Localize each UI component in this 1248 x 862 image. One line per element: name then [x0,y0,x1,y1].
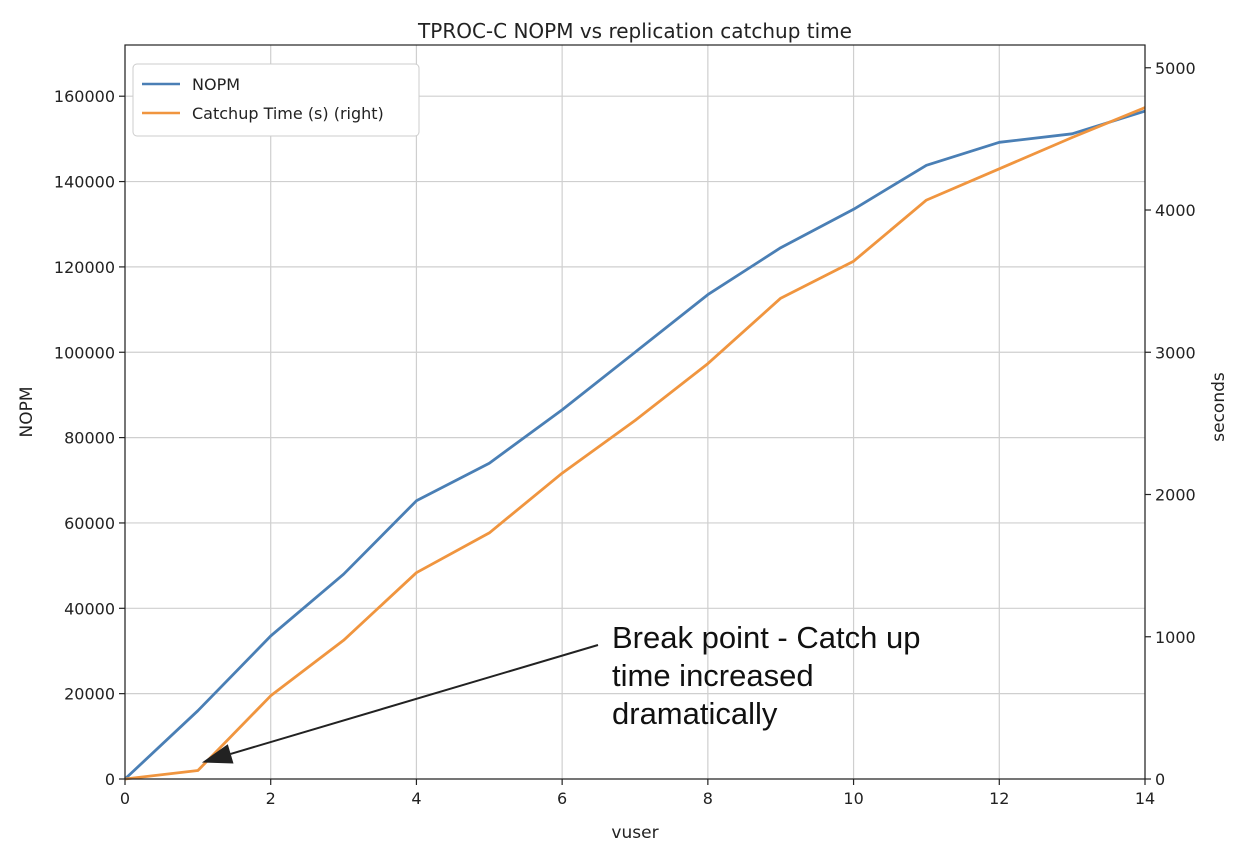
x-axis-label: vuser [611,823,658,843]
legend-box [132,63,420,137]
y2-tick-label: 0 [1155,770,1165,789]
x-tick-label: 10 [843,789,863,808]
x-axis: 0 2 4 6 8 10 12 14 [120,779,1155,808]
y2-tick-label: 3000 [1155,343,1196,362]
y2-axis-label: seconds [1209,372,1229,442]
x-tick-label: 6 [557,789,567,808]
x-tick-label: 14 [1135,789,1155,808]
y2-tick-label: 4000 [1155,201,1196,220]
legend-label-nopm: NOPM [192,75,240,94]
y-tick-label: 120000 [54,258,115,277]
y-axis-left: 0 20000 40000 60000 80000 100000 120000 140000 1… [54,87,125,789]
y-tick-label: 140000 [54,173,115,192]
y-tick-label: 100000 [54,343,115,362]
legend: NOPM Catchup Time (s) (right) [132,63,420,137]
y2-tick-label: 1000 [1155,628,1196,647]
annotation-arrow-head [201,744,234,764]
annotation-text-line: Break point - Catch up [612,620,920,655]
plot-frame [124,44,1146,780]
y-tick-label: 0 [105,770,115,789]
legend-label-catchup: Catchup Time (s) (right) [192,104,384,123]
y-tick-label: 20000 [64,685,115,704]
x-tick-label: 12 [989,789,1009,808]
x-tick-label: 0 [120,789,130,808]
y-tick-label: 60000 [64,514,115,533]
chart-title: TPROC-C NOPM vs replication catchup time [417,19,852,43]
y2-tick-label: 5000 [1155,59,1196,78]
y-tick-label: 160000 [54,87,115,106]
x-tick-label: 4 [411,789,421,808]
annotation-text-line: time increased [612,658,814,693]
annotation: Break point - Catch up time increased dr… [201,620,920,764]
annotation-text-line: dramatically [612,696,778,731]
y-axis-label: NOPM [17,386,37,437]
y-axis-right: 0 1000 2000 3000 4000 5000 [1145,59,1196,789]
y-tick-label: 40000 [64,599,115,618]
annotation-arrow-line [230,644,599,755]
y2-tick-label: 2000 [1155,486,1196,505]
series-layer [124,106,1146,781]
x-tick-label: 8 [703,789,713,808]
series-line-nopm [124,109,1146,781]
series-line-catchup [124,106,1146,781]
y-tick-label: 80000 [64,429,115,448]
x-tick-label: 2 [266,789,276,808]
